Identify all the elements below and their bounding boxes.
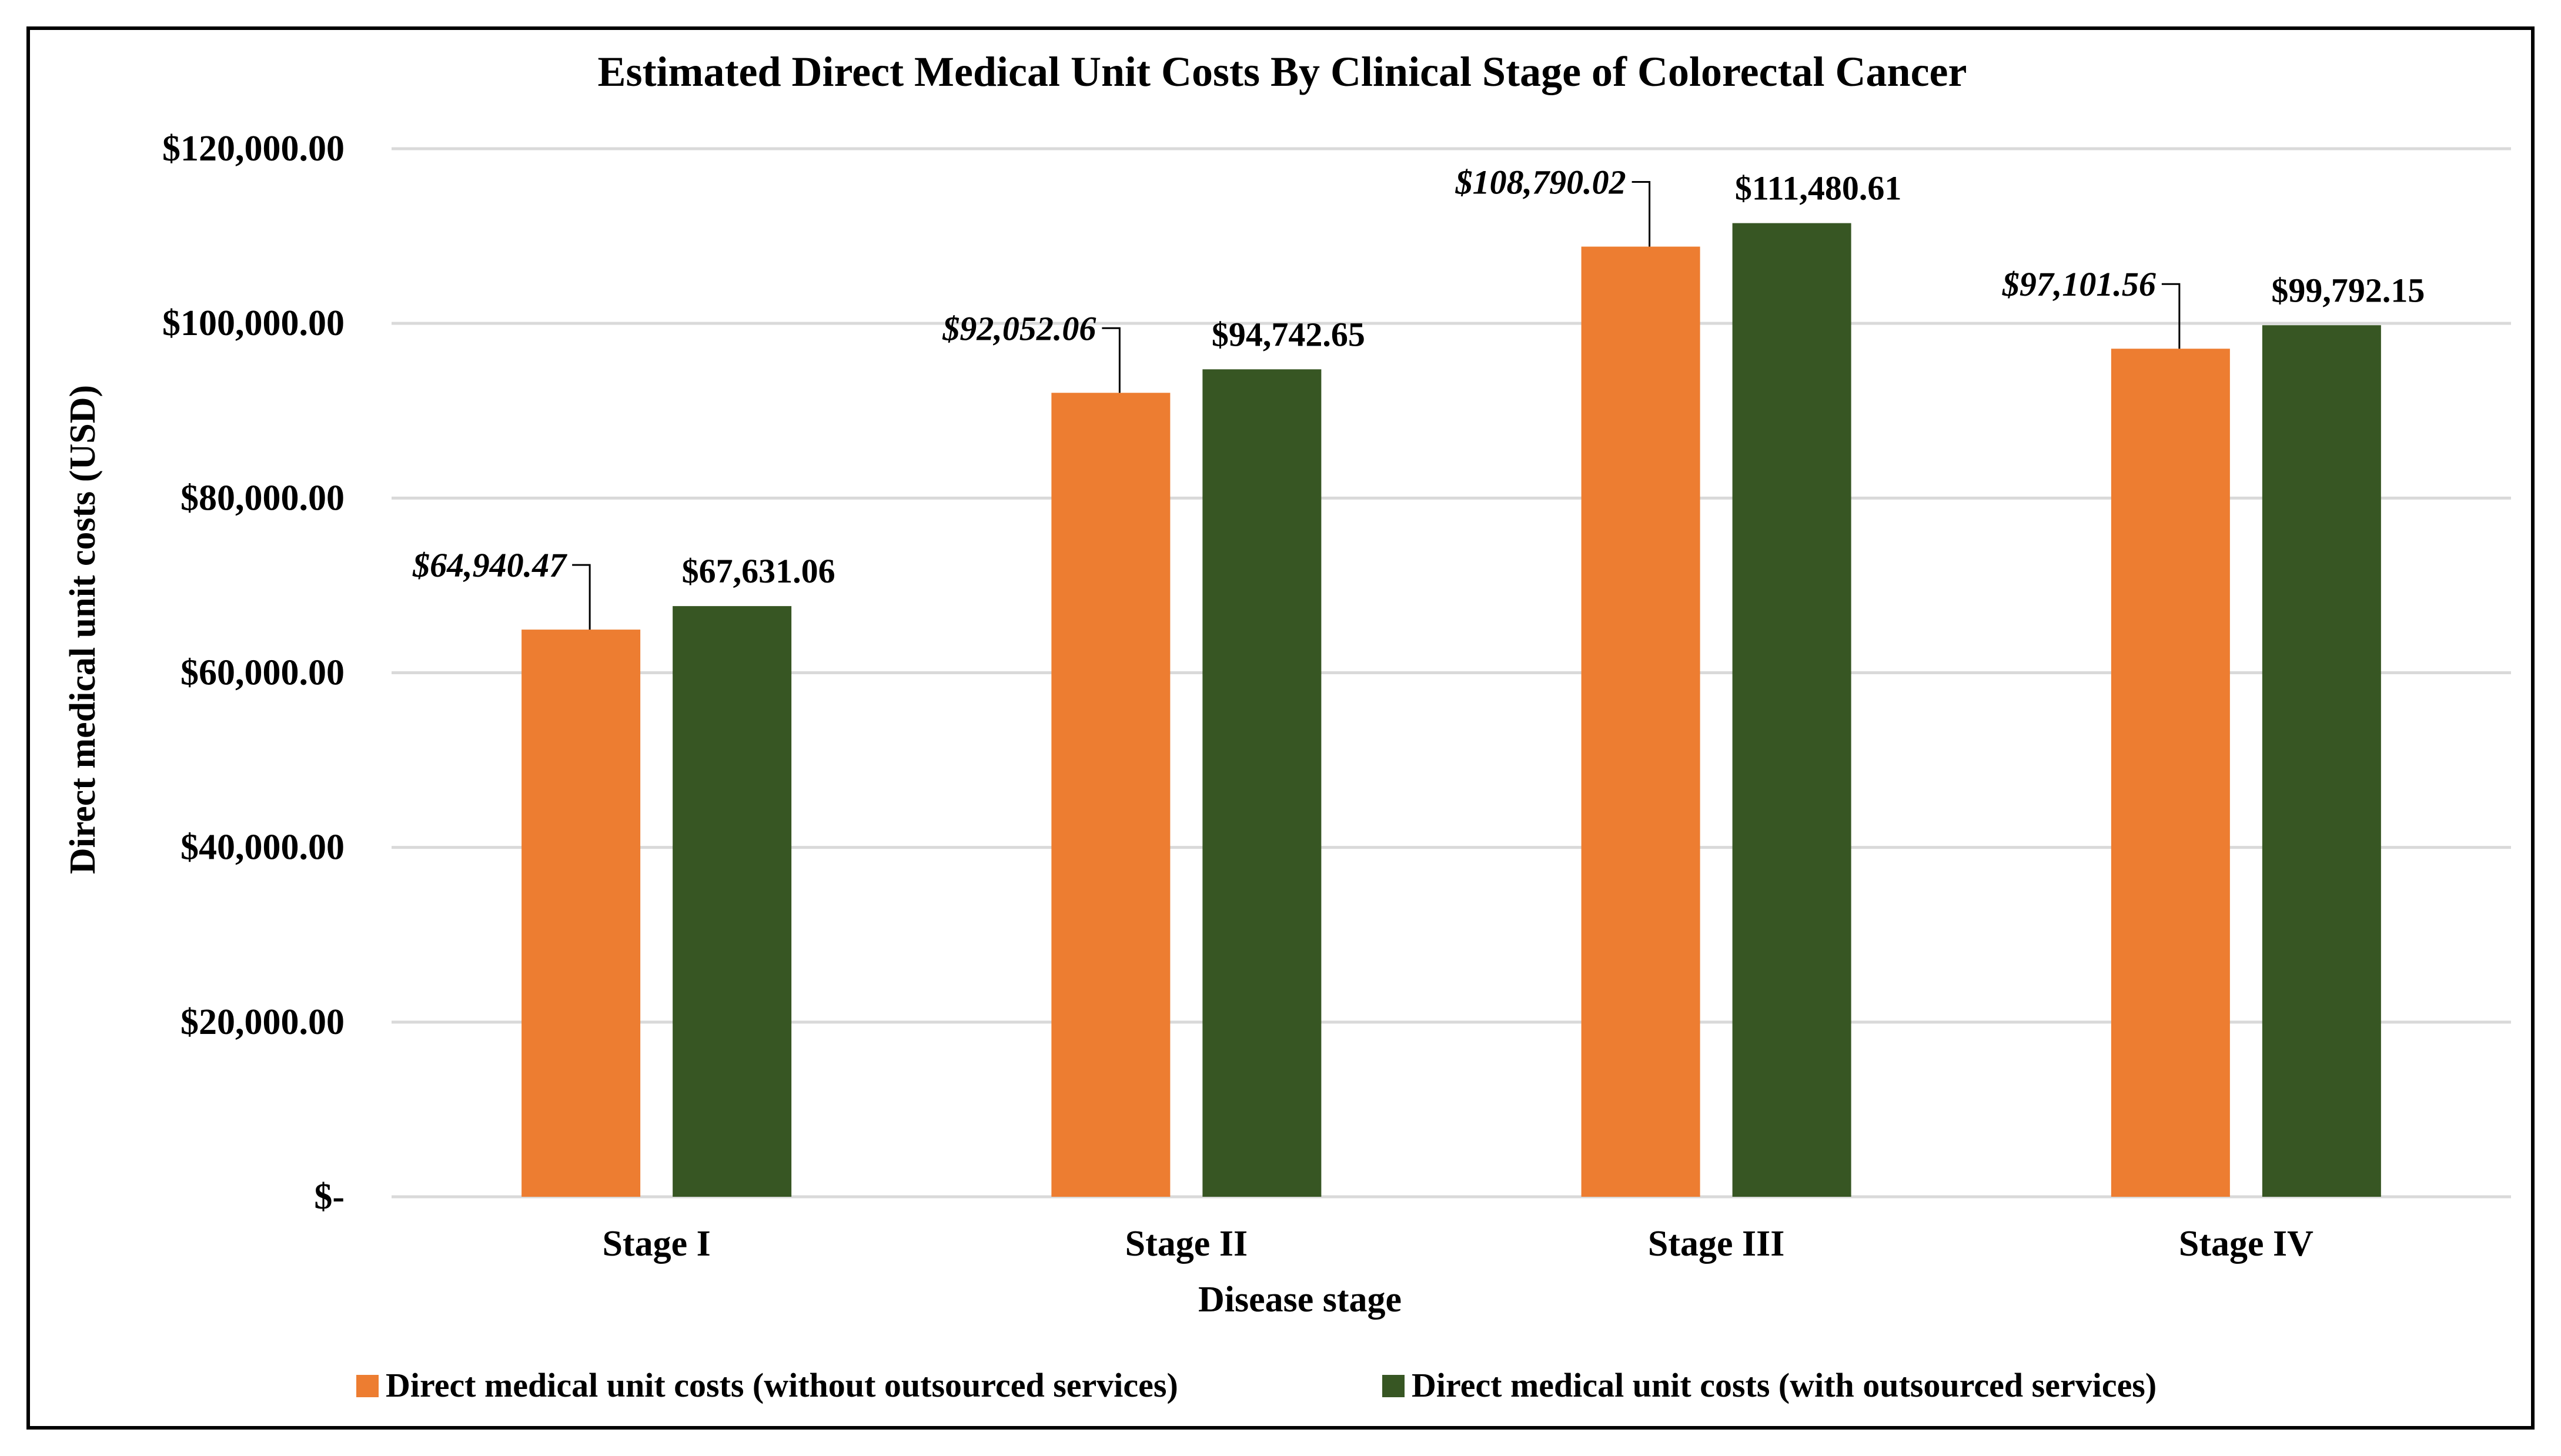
chart-frame: Estimated Direct Medical Unit Costs By C… — [26, 26, 2535, 1430]
data-label: $64,940.47 — [412, 546, 567, 584]
data-label: $94,742.65 — [1212, 315, 1365, 353]
x-tick-label: Stage III — [1648, 1224, 1785, 1264]
bars — [521, 223, 2381, 1197]
leader-line — [1102, 327, 1121, 393]
legend-swatch — [356, 1375, 379, 1397]
legend-label: Direct medical unit costs (with outsourc… — [1412, 1366, 2157, 1404]
legend-swatch — [1382, 1375, 1405, 1397]
x-tick-label: Stage I — [602, 1224, 710, 1264]
y-tick-label: $- — [314, 1177, 345, 1217]
x-axis-ticks: Stage I Stage II Stage III Stage IV — [602, 1224, 2313, 1264]
data-label: $67,631.06 — [682, 552, 835, 590]
y-tick-label: $80,000.00 — [180, 478, 345, 518]
data-label: $92,052.06 — [942, 309, 1096, 347]
data-label: $99,792.15 — [2271, 271, 2425, 309]
legend: Direct medical unit costs (without outso… — [356, 1366, 2157, 1404]
legend-label: Direct medical unit costs (without outso… — [386, 1366, 1178, 1404]
y-axis-title: Direct medical unit costs (USD) — [63, 385, 103, 874]
y-tick-label: $60,000.00 — [180, 653, 345, 693]
y-tick-label: $20,000.00 — [180, 1002, 345, 1042]
y-tick-label: $120,000.00 — [162, 129, 345, 169]
leader-line — [1631, 181, 1651, 247]
bar — [1581, 246, 1700, 1197]
bar — [1051, 393, 1171, 1197]
bar — [2262, 325, 2381, 1197]
y-tick-label: $100,000.00 — [162, 303, 345, 343]
leader-line — [572, 564, 591, 630]
leader-line — [2161, 283, 2181, 349]
bar — [521, 630, 641, 1197]
x-tick-label: Stage IV — [2179, 1224, 2313, 1264]
x-axis-title: Disease stage — [1198, 1280, 1402, 1320]
y-axis-ticks: $- $20,000.00 $40,000.00 $60,000.00 $80,000.… — [162, 129, 345, 1217]
data-label: $108,790.02 — [1455, 163, 1626, 202]
bar — [1732, 223, 1851, 1197]
data-label: $111,480.61 — [1735, 169, 1902, 207]
chart-title: Estimated Direct Medical Unit Costs By C… — [598, 48, 1967, 95]
data-label: $97,101.56 — [2002, 265, 2156, 303]
data-labels: $64,940.47 $67,631.06 $92,052.06 $94,742.65… — [412, 163, 2425, 630]
bar-chart: Estimated Direct Medical Unit Costs By C… — [63, 48, 2511, 1404]
bar — [1202, 369, 1322, 1197]
x-tick-label: Stage II — [1125, 1224, 1248, 1264]
bar — [673, 606, 792, 1197]
bar — [2111, 349, 2230, 1197]
y-tick-label: $40,000.00 — [180, 828, 345, 868]
